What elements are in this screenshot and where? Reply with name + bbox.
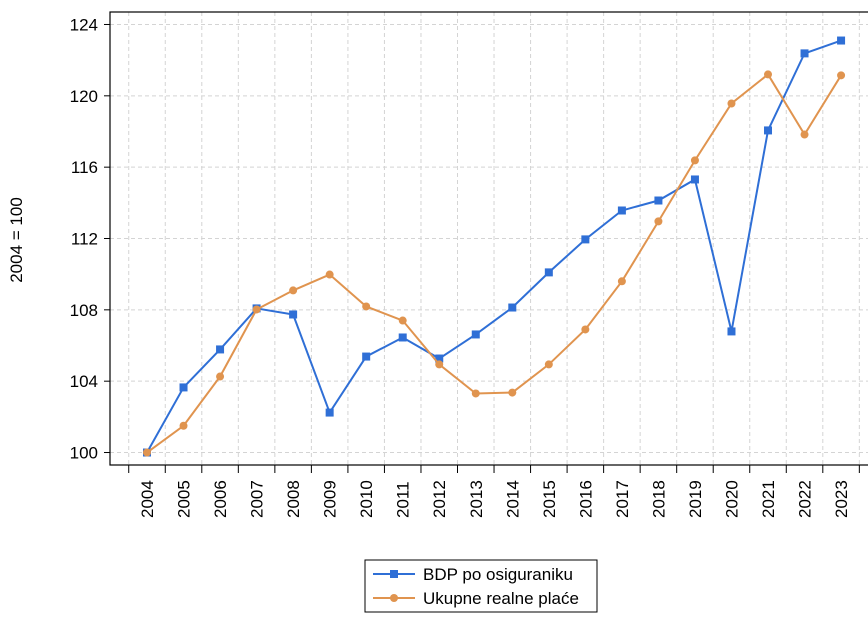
data-point <box>764 126 773 135</box>
data-point <box>398 333 407 342</box>
data-point <box>727 327 736 336</box>
x-tick-label: 2008 <box>284 480 303 518</box>
x-tick-label: 2005 <box>175 480 194 518</box>
data-point <box>581 235 590 244</box>
data-point <box>325 408 334 417</box>
x-tick-label: 2013 <box>467 480 486 518</box>
data-point <box>544 268 553 277</box>
legend-label: BDP po osiguraniku <box>423 565 573 584</box>
y-tick-label: 116 <box>71 158 98 177</box>
x-tick-label: 2009 <box>321 480 340 518</box>
y-tick-label: 104 <box>70 372 98 391</box>
legend-box <box>364 559 598 613</box>
legend-marker <box>390 570 398 578</box>
x-tick-label: 2007 <box>248 480 267 518</box>
data-point <box>289 310 298 319</box>
y-axis-label: 2004 = 100 <box>7 197 26 283</box>
data-point <box>800 130 809 139</box>
data-point <box>216 345 225 354</box>
data-point <box>435 354 444 363</box>
x-tick-label: 2004 <box>138 480 157 518</box>
data-point <box>471 330 480 339</box>
x-tick-label: 2006 <box>211 480 230 518</box>
x-tick-label: 2012 <box>430 480 449 518</box>
x-tick-label: 2017 <box>613 480 632 518</box>
x-tick-label: 2022 <box>796 480 815 518</box>
data-point <box>727 99 736 108</box>
legend-label: Ukupne realne plaće <box>423 589 579 608</box>
data-point <box>764 70 773 79</box>
data-point <box>435 360 444 369</box>
legend-marker <box>390 594 398 602</box>
x-tick-label: 2020 <box>722 480 741 518</box>
x-tick-label: 2014 <box>503 480 522 518</box>
x-tick-label: 2018 <box>649 480 668 518</box>
data-point <box>654 196 663 205</box>
series-line <box>146 72 842 454</box>
data-point <box>289 286 298 295</box>
data-point <box>654 217 663 226</box>
data-point <box>362 352 371 361</box>
plot-frame <box>109 11 868 466</box>
data-point <box>179 383 188 392</box>
data-point <box>690 156 699 165</box>
data-point <box>252 305 261 314</box>
y-tick-label: 108 <box>70 301 98 320</box>
data-point <box>617 277 626 286</box>
data-point <box>581 325 590 334</box>
x-tick-label: 2021 <box>759 480 778 518</box>
data-point <box>216 372 225 381</box>
x-tick-label: 2016 <box>576 480 595 518</box>
y-tick-label: 124 <box>70 15 98 34</box>
data-point <box>325 270 334 279</box>
data-point <box>544 360 553 369</box>
data-point <box>362 302 371 311</box>
data-point <box>471 389 480 398</box>
data-point <box>508 388 517 397</box>
data-point <box>398 316 407 325</box>
data-point <box>143 448 151 457</box>
y-tick-label: 120 <box>70 87 98 106</box>
x-tick-label: 2019 <box>686 480 705 518</box>
x-tick-label: 2010 <box>357 480 376 518</box>
data-point <box>800 49 809 58</box>
y-tick-label: 100 <box>70 444 98 463</box>
data-point <box>179 421 188 430</box>
data-point <box>837 36 846 45</box>
x-tick-label: 2023 <box>832 480 851 518</box>
y-tick-label: 112 <box>71 230 98 249</box>
series-line <box>146 39 842 454</box>
data-point <box>617 206 626 215</box>
data-point <box>508 303 517 312</box>
x-tick-label: 2011 <box>394 481 413 518</box>
x-tick-label: 2015 <box>540 480 559 518</box>
data-point <box>837 71 846 80</box>
data-point <box>690 175 699 184</box>
